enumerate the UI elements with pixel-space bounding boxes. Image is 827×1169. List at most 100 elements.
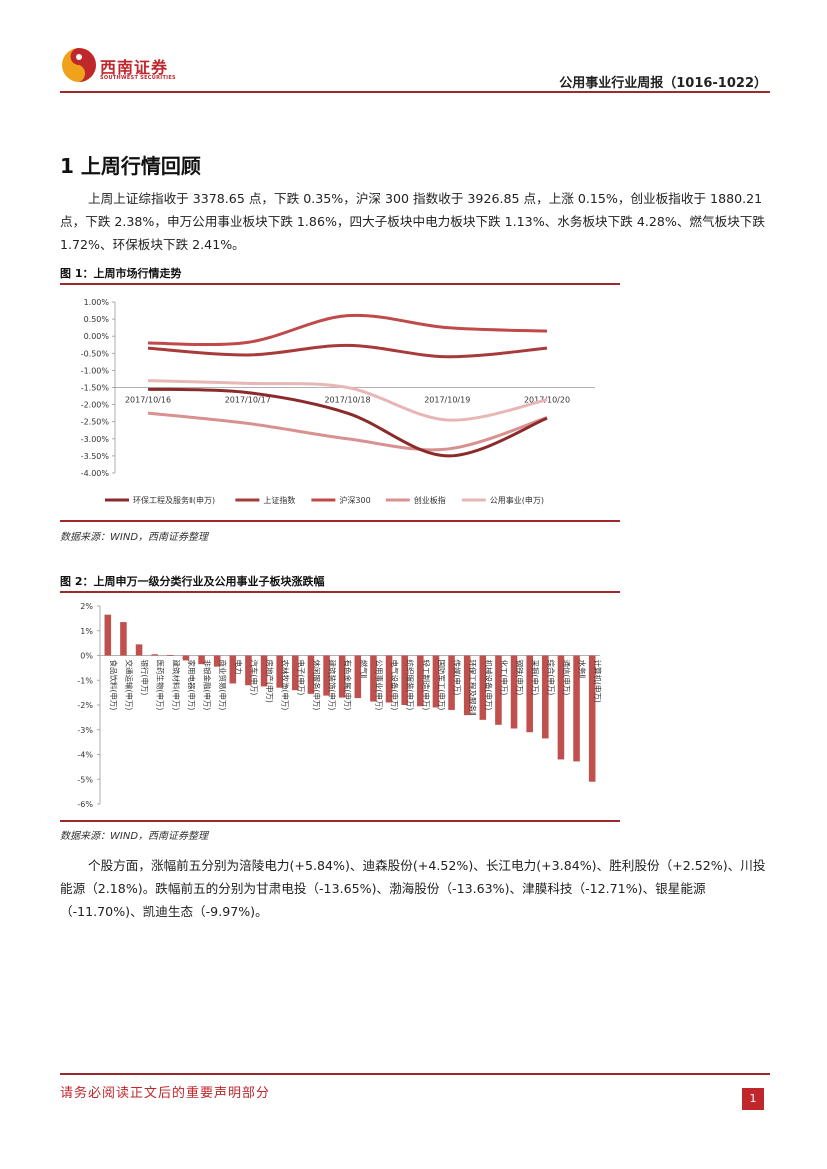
category-label: 有色金属(申万) <box>343 660 353 711</box>
bar <box>354 655 362 699</box>
legend-label: 沪深300 <box>339 495 370 505</box>
bar <box>135 644 143 656</box>
y-tick-label: -5% <box>77 775 93 784</box>
x-tick-label: 2017/10/16 <box>125 396 171 405</box>
category-label: 建筑装饰(申万) <box>328 660 338 711</box>
bar <box>120 622 127 656</box>
y-tick-label: -1% <box>77 676 93 685</box>
y-tick-label: -2% <box>77 701 93 710</box>
category-label: 纺织服装(申万) <box>406 660 416 711</box>
bar <box>229 655 237 684</box>
bar <box>245 655 252 686</box>
bar <box>338 655 346 698</box>
y-tick-label: -4.00% <box>81 469 110 478</box>
bar <box>588 655 596 782</box>
category-label: 轻工制造(申万) <box>421 660 431 711</box>
legend-label: 创业板指 <box>414 495 446 505</box>
category-label: 钢铁(申万) <box>515 660 525 696</box>
y-tick-label: -6% <box>77 800 93 809</box>
paragraph-stocks: 个股方面，涨幅前五分别为涪陵电力(+5.84%)、迪森股份(+4.52%)、长江… <box>60 854 768 923</box>
bar <box>542 655 549 739</box>
category-label: 房地产(申万) <box>265 660 275 703</box>
bar <box>385 655 393 703</box>
category-label: 医药生物(申万) <box>156 660 166 711</box>
bar <box>573 655 580 762</box>
bar <box>417 655 424 707</box>
y-tick-label: -1.50% <box>81 384 110 393</box>
bar <box>104 614 112 656</box>
bar <box>557 655 565 760</box>
bar <box>198 655 205 665</box>
category-label: 公用事业(申万) <box>374 660 384 711</box>
category-label: 农林牧渔(申万) <box>281 660 291 711</box>
figure2-top-rule <box>60 591 620 593</box>
figure1-source: 数据来源：WIND，西南证券整理 <box>60 532 209 543</box>
footer-divider <box>60 1073 770 1075</box>
y-tick-label: 1% <box>80 627 93 636</box>
y-tick-label: -3% <box>77 726 93 735</box>
bar <box>323 655 330 696</box>
logo-name: 西南证券 <box>100 58 169 77</box>
category-label: 环保工程及服务Ⅱ <box>468 660 478 716</box>
legend-label: 上证指数 <box>263 495 295 505</box>
series-line <box>147 379 548 422</box>
paragraph-stocks-text: 个股方面，涨幅前五分别为涪陵电力(+5.84%)、迪森股份(+4.52%)、长江… <box>60 858 766 919</box>
footer-notice: 请务必阅读正文后的重要声明部分 <box>60 1086 271 1101</box>
section-title: 1 上周行情回顾 <box>60 154 201 178</box>
market-trend-chart: 1.00% 0.50% 0.00% -0.50% -1.00% -1.50% -2.00% -… <box>81 298 595 505</box>
category-label: 计算机(申万) <box>593 660 603 703</box>
category-label: 建筑材料(申万) <box>171 660 181 711</box>
legend-label: 公用事业(申万) <box>490 495 544 505</box>
bar <box>370 655 377 702</box>
series-line <box>147 387 548 458</box>
bar <box>479 655 487 720</box>
paragraph-market-review: 上周上证综指收于 3378.65 点，下跌 0.35%，沪深 300 指数收于 … <box>60 187 768 256</box>
y-tick-label: -2.00% <box>81 401 110 410</box>
category-label: 家用电器(申万) <box>187 660 197 711</box>
logo-english: SOUTHWEST SECURITIES <box>100 75 176 81</box>
y-tick-label: -3.50% <box>81 452 110 461</box>
category-label: 水务Ⅱ <box>578 660 588 679</box>
category-label: 电气设备(申万) <box>390 660 400 711</box>
legend-label: 环保工程及服务Ⅱ(申万) <box>133 495 215 505</box>
category-label: 机械设备(申万) <box>484 660 494 711</box>
figure2-source: 数据来源：WIND，西南证券整理 <box>60 831 209 842</box>
company-logo <box>60 46 200 86</box>
industry-change-bar-chart: 2% 1% 0% -1% -2% -3% -4% -5% -6% 食品饮料(申万) 交通运输(申万… <box>77 602 603 809</box>
x-tick-label: 2017/10/17 <box>225 396 271 405</box>
category-label: 国防军工(申万) <box>437 660 447 711</box>
bar <box>510 655 518 729</box>
series-line <box>147 411 548 452</box>
y-tick-label: 2% <box>80 602 93 611</box>
bar <box>526 655 533 733</box>
figure1-title: 图 1：上周市场行情走势 <box>60 267 182 280</box>
bar <box>167 655 174 656</box>
y-tick-label: -2.50% <box>81 418 110 427</box>
page-number: 1 <box>742 1088 764 1110</box>
figure2-title: 图 2：上周申万一级分类行业及公用事业子板块涨跌幅 <box>60 575 325 588</box>
logo-emblem-icon <box>62 48 96 82</box>
y-tick-label: -4% <box>77 751 93 760</box>
bar <box>401 655 408 705</box>
paragraph-market-review-text: 上周上证综指收于 3378.65 点，下跌 0.35%，沪深 300 指数收于 … <box>60 191 765 252</box>
category-label: 通信(申万) <box>562 660 572 696</box>
bar <box>151 654 158 656</box>
x-tick-label: 2017/10/18 <box>324 396 370 405</box>
bar <box>213 655 221 667</box>
category-label: 汽车(申万) <box>249 660 259 696</box>
category-label: 商业贸易(申万) <box>218 660 228 711</box>
category-label: 传媒(申万) <box>453 660 463 696</box>
series-line <box>147 313 548 347</box>
category-label: 综合(申万) <box>546 660 556 696</box>
category-label: 电子(申万) <box>296 660 306 696</box>
y-tick-label: -1.00% <box>81 366 110 375</box>
category-label: 非银金融(申万) <box>203 660 213 711</box>
bar <box>260 655 268 687</box>
figure1-top-rule <box>60 283 620 285</box>
y-tick-label: 0% <box>80 652 93 661</box>
bar <box>182 655 190 661</box>
x-tick-label: 2017/10/19 <box>424 396 470 405</box>
category-label: 燃气Ⅱ <box>359 660 369 679</box>
bar <box>276 655 283 688</box>
category-label: 休闲服务(申万) <box>312 660 322 711</box>
